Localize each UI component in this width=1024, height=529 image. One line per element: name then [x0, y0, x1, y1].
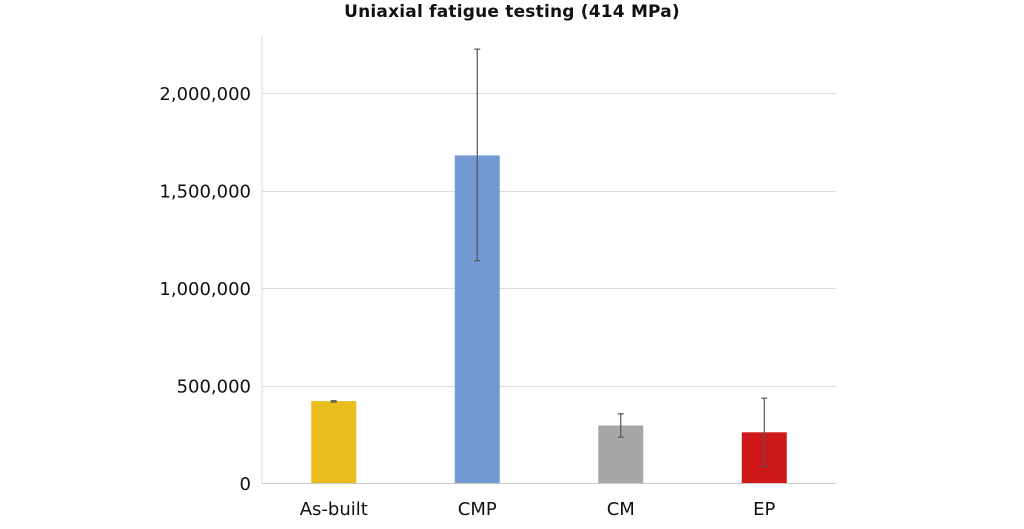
y-axis-tick-labels: 0 500,000 1,000,000 1,500,000 2,000,000 — [159, 84, 251, 495]
y-tick-label: 0 — [240, 474, 251, 495]
x-tick-label: CMP — [458, 499, 497, 520]
error-bars — [330, 48, 768, 468]
y-tick-label: 1,000,000 — [159, 279, 251, 300]
error-bar-cm — [617, 413, 624, 438]
gridlines — [262, 93, 836, 484]
x-tick-label: EP — [753, 499, 775, 520]
chart-title: Uniaxial fatigue testing (414 MPa) — [344, 2, 680, 22]
error-bar-cmp — [474, 48, 481, 262]
y-tick-label: 500,000 — [177, 377, 251, 398]
x-tick-label: As-built — [300, 499, 368, 520]
bars — [311, 155, 787, 483]
error-bar-as-built — [330, 400, 337, 403]
y-tick-label: 1,500,000 — [159, 182, 251, 203]
x-axis-tick-labels: As-built CMP CM EP — [300, 499, 776, 520]
x-tick-label: CM — [607, 499, 635, 520]
bar-as-built — [311, 401, 357, 483]
error-bar-ep — [761, 397, 768, 468]
y-tick-label: 2,000,000 — [159, 84, 251, 105]
